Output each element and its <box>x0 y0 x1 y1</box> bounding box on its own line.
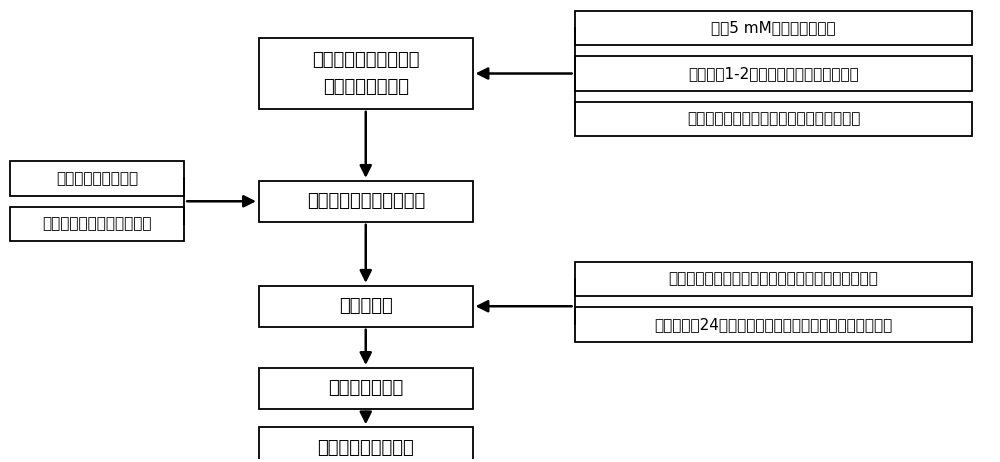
FancyBboxPatch shape <box>575 307 972 341</box>
Text: 叠氮化钠处理液配置，
枝条选择与预处理: 叠氮化钠处理液配置， 枝条选择与预处理 <box>312 51 420 96</box>
FancyBboxPatch shape <box>10 207 184 241</box>
FancyBboxPatch shape <box>259 368 473 409</box>
Text: 叶腋处刻伤与吸水纸缠裹: 叶腋处刻伤与吸水纸缠裹 <box>307 192 425 210</box>
Text: 筛选变异和结果分析: 筛选变异和结果分析 <box>317 439 414 457</box>
FancyBboxPatch shape <box>259 286 473 327</box>
Text: 处理柑橘1-2年生枝条木质化部分的腋芽: 处理柑橘1-2年生枝条木质化部分的腋芽 <box>688 66 859 81</box>
Text: 处理液侵染: 处理液侵染 <box>339 297 393 315</box>
Text: 处理时间（24小时）内避免强光照射并保证枝条水平置放: 处理时间（24小时）内避免强光照射并保证枝条水平置放 <box>654 317 893 332</box>
Text: 摘除枝条留存部分的所有叶片和已萌发的芽: 摘除枝条留存部分的所有叶片和已萌发的芽 <box>687 112 860 127</box>
FancyBboxPatch shape <box>259 38 473 109</box>
Text: 吸水纸缠裹刻伤的叶腋部位: 吸水纸缠裹刻伤的叶腋部位 <box>42 217 152 231</box>
Text: 处理结束后培管: 处理结束后培管 <box>328 379 403 397</box>
Text: 配制5 mM的叠氮化钠溶液: 配制5 mM的叠氮化钠溶液 <box>711 20 836 36</box>
FancyBboxPatch shape <box>575 262 972 296</box>
FancyBboxPatch shape <box>575 56 972 91</box>
FancyBboxPatch shape <box>10 161 184 195</box>
Text: 叠氮化钠处理液侵湿缠裹的吸水纸，并用保鲜膜罩裹: 叠氮化钠处理液侵湿缠裹的吸水纸，并用保鲜膜罩裹 <box>669 271 878 286</box>
Text: 叶腋横向和纵向刻伤: 叶腋横向和纵向刻伤 <box>56 171 138 186</box>
FancyBboxPatch shape <box>575 11 972 45</box>
FancyBboxPatch shape <box>575 102 972 136</box>
FancyBboxPatch shape <box>259 427 473 462</box>
FancyBboxPatch shape <box>259 181 473 222</box>
